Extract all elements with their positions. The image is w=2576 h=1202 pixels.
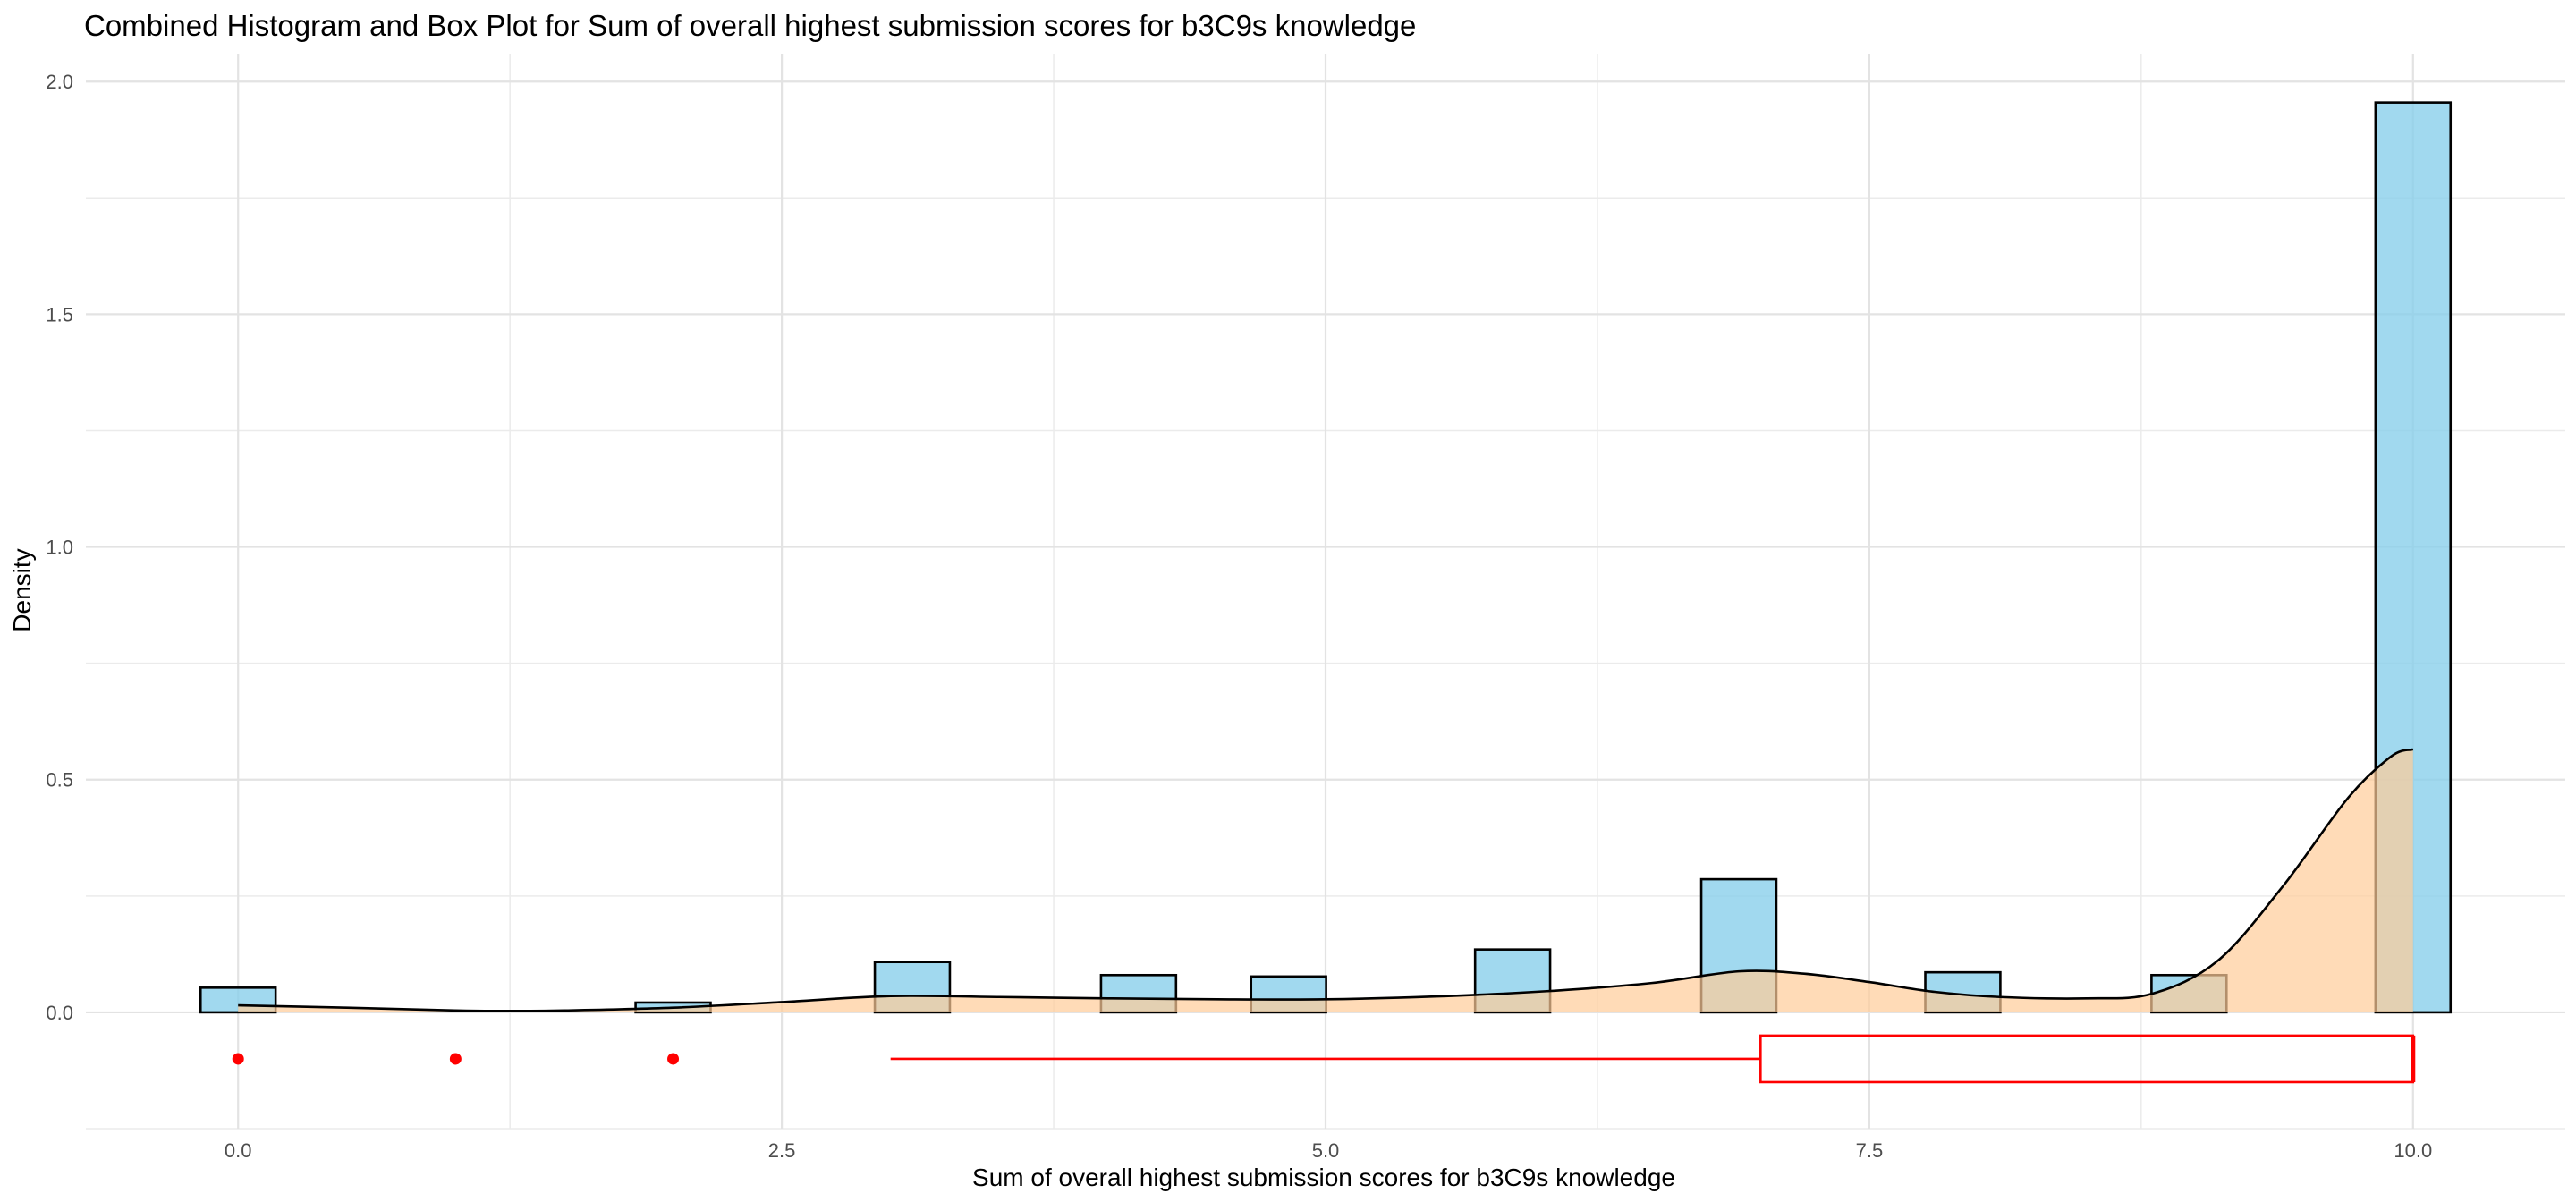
y-tick-label: 1.5: [46, 303, 73, 326]
boxplot-outlier: [667, 1053, 680, 1065]
y-tick-label: 0.5: [46, 769, 73, 791]
boxplot-outlier: [449, 1053, 462, 1065]
x-tick-label: 7.5: [1856, 1139, 1884, 1162]
y-tick-label: 1.0: [46, 537, 73, 559]
y-tick-label: 0.0: [46, 1002, 73, 1024]
density-area: [238, 749, 2413, 1012]
x-axis-tick-labels: 0.0 2.5 5.0 7.5 10.0: [225, 1139, 2432, 1162]
boxplot: [232, 1034, 2416, 1084]
y-axis-tick-labels: 0.0 0.5 1.0 1.5 2.0: [46, 71, 73, 1024]
density-line: [238, 748, 2414, 1012]
x-tick-label: 10.0: [2394, 1139, 2432, 1162]
x-tick-label: 0.0: [225, 1139, 252, 1162]
y-tick-label: 2.0: [46, 71, 73, 93]
y-axis-title: Density: [8, 548, 36, 631]
x-tick-label: 5.0: [1312, 1139, 1340, 1162]
boxplot-outlier: [232, 1053, 244, 1065]
x-tick-label: 2.5: [768, 1139, 796, 1162]
density-curve: [238, 748, 2414, 1012]
x-axis-title: Sum of overall highest submission scores…: [972, 1164, 1675, 1191]
chart-title: Combined Histogram and Box Plot for Sum …: [84, 9, 1416, 42]
